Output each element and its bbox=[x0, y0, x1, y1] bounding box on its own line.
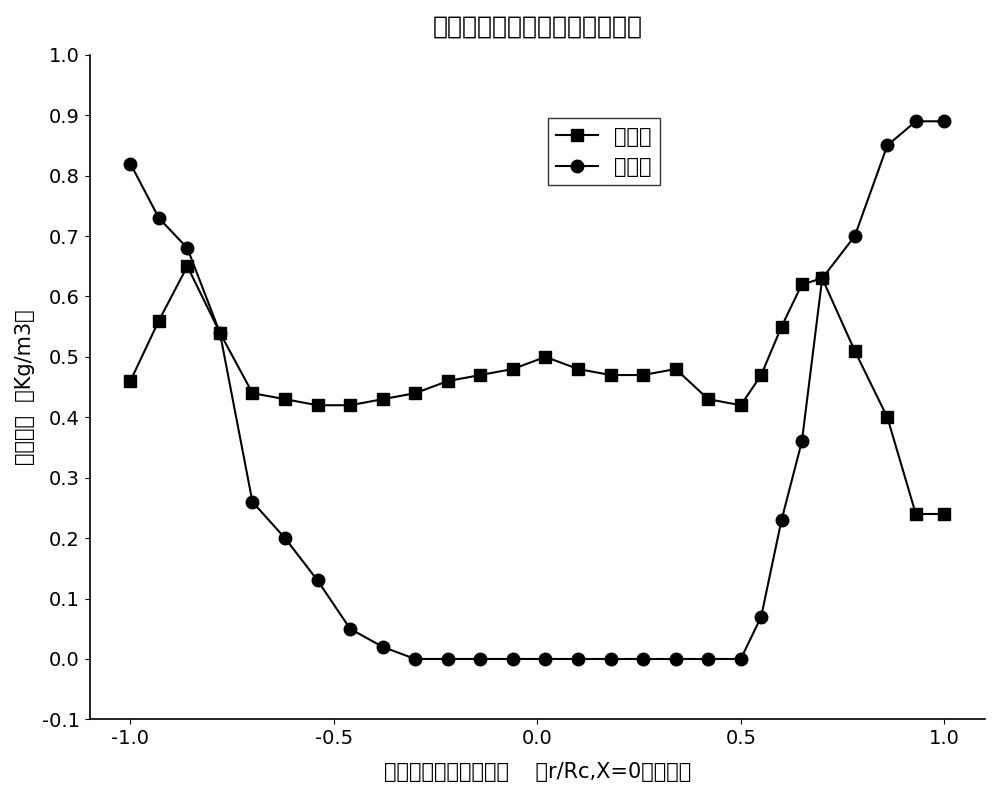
有钝体 bbox=[849, 231, 861, 241]
有钝体 bbox=[153, 213, 165, 222]
有钝体 bbox=[344, 624, 356, 634]
有钝体 bbox=[572, 654, 584, 664]
无钝体 bbox=[796, 280, 808, 289]
有钝体 bbox=[539, 654, 551, 664]
有钝体 bbox=[181, 243, 193, 253]
无钝体 bbox=[312, 400, 324, 410]
有钝体 bbox=[735, 654, 747, 664]
无钝体 bbox=[572, 364, 584, 374]
无钝体 bbox=[181, 261, 193, 271]
无钝体 bbox=[539, 352, 551, 362]
有钝体 bbox=[796, 437, 808, 446]
无钝体 bbox=[344, 400, 356, 410]
有钝体 bbox=[474, 654, 486, 664]
无钝体 bbox=[637, 371, 649, 380]
无钝体 bbox=[735, 400, 747, 410]
有钝体 bbox=[938, 116, 950, 126]
有钝体 bbox=[605, 654, 617, 664]
无钝体 bbox=[702, 395, 714, 404]
无钝体 bbox=[409, 388, 421, 398]
有钝体 bbox=[409, 654, 421, 664]
无钝体 bbox=[214, 328, 226, 337]
无钝体 bbox=[279, 395, 291, 404]
无钝体 bbox=[670, 364, 682, 374]
有钝体 bbox=[910, 116, 922, 126]
无钝体 bbox=[246, 388, 258, 398]
无钝体 bbox=[442, 376, 454, 386]
有钝体 bbox=[377, 642, 389, 652]
无钝体 bbox=[816, 273, 828, 283]
有钝体 bbox=[124, 159, 136, 168]
无钝体 bbox=[474, 371, 486, 380]
无钝体 bbox=[124, 376, 136, 386]
Legend: 无钝体, 有钝体: 无钝体, 有钝体 bbox=[548, 119, 660, 186]
无钝体 bbox=[605, 371, 617, 380]
无钝体 bbox=[849, 346, 861, 355]
有钝体 bbox=[670, 654, 682, 664]
Title: 稳燃装置对煤粉浓度分布的影响: 稳燃装置对煤粉浓度分布的影响 bbox=[432, 15, 642, 39]
有钝体 bbox=[246, 497, 258, 507]
无钝体 bbox=[507, 364, 519, 374]
有钝体 bbox=[507, 654, 519, 664]
有钝体 bbox=[637, 654, 649, 664]
Y-axis label: 煤粉浓度  （Kg/m3）: 煤粉浓度 （Kg/m3） bbox=[15, 309, 35, 465]
有钝体 bbox=[816, 273, 828, 283]
有钝体 bbox=[312, 575, 324, 585]
X-axis label: 截面上距圆心相对距离    （r/Rc,X=0为圆心）: 截面上距圆心相对距离 （r/Rc,X=0为圆心） bbox=[384, 762, 691, 782]
有钝体 bbox=[442, 654, 454, 664]
无钝体 bbox=[755, 371, 767, 380]
有钝体 bbox=[279, 533, 291, 543]
无钝体 bbox=[910, 509, 922, 519]
有钝体 bbox=[214, 328, 226, 337]
有钝体 bbox=[881, 141, 893, 151]
Line: 无钝体: 无钝体 bbox=[125, 261, 950, 520]
无钝体 bbox=[938, 509, 950, 519]
Line: 有钝体: 有钝体 bbox=[124, 115, 951, 665]
有钝体 bbox=[702, 654, 714, 664]
有钝体 bbox=[776, 515, 788, 524]
无钝体 bbox=[776, 322, 788, 332]
无钝体 bbox=[377, 395, 389, 404]
有钝体 bbox=[755, 612, 767, 622]
无钝体 bbox=[153, 316, 165, 325]
无钝体 bbox=[881, 413, 893, 422]
